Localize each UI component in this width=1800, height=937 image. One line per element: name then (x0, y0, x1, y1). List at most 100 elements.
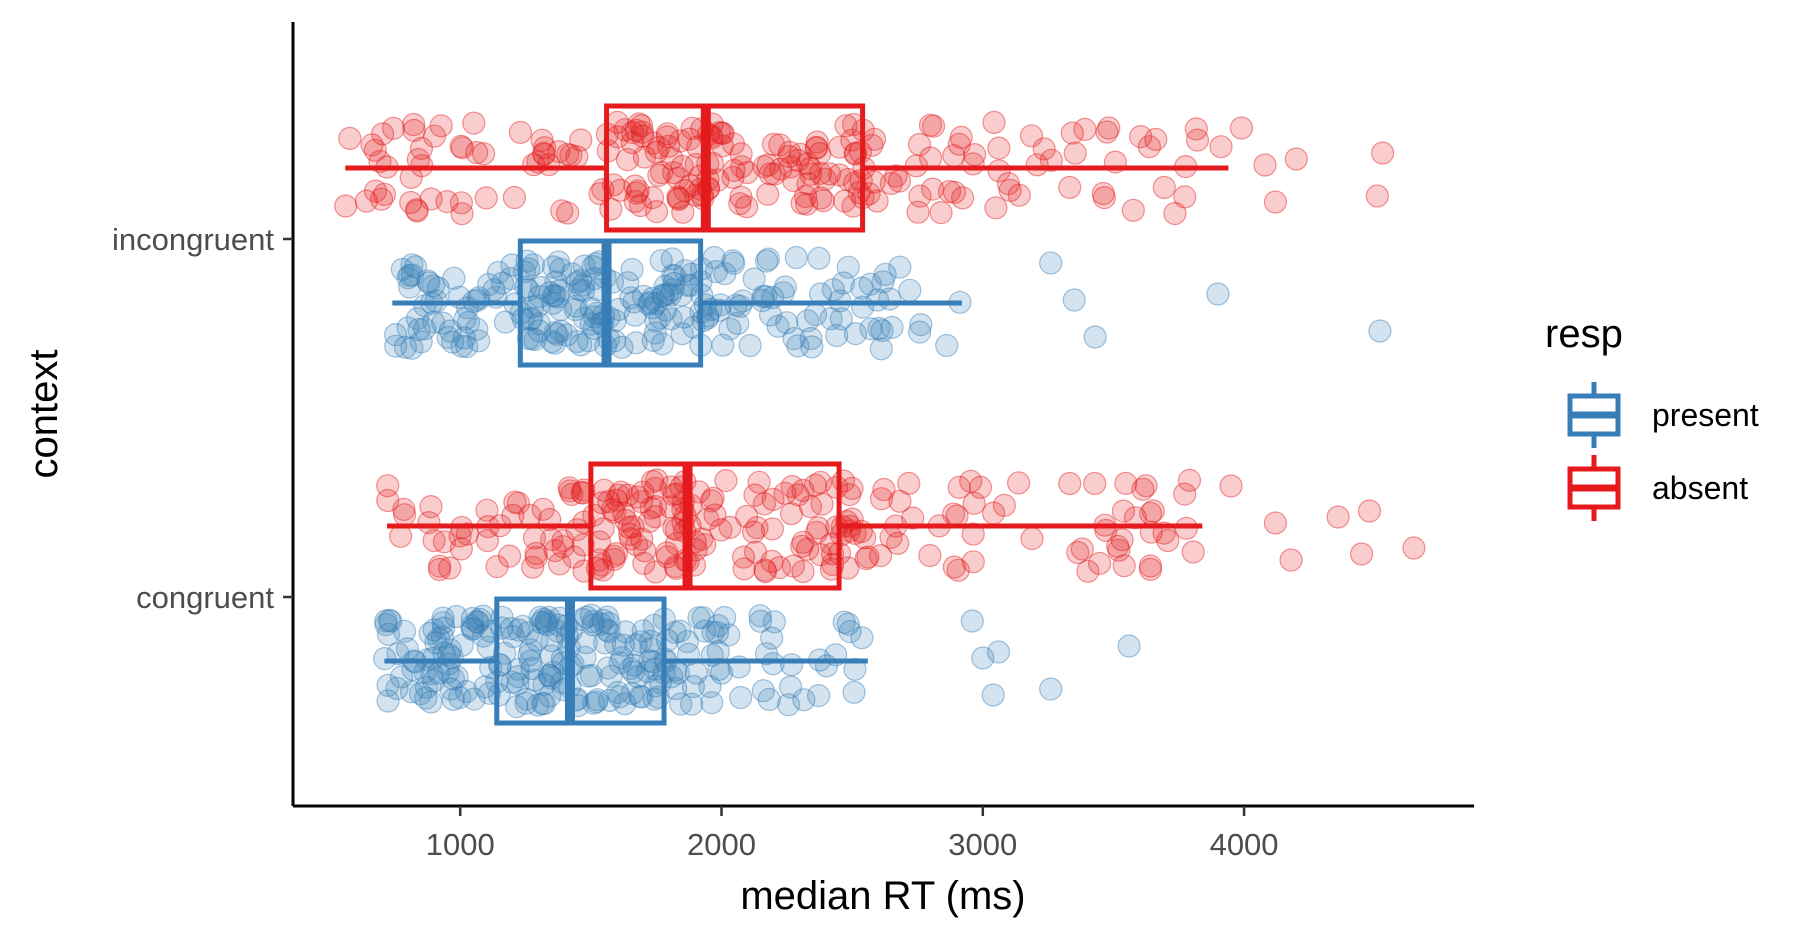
jitter-point-present (650, 283, 675, 307)
jitter-point-absent (701, 486, 725, 510)
jitter-point-present (427, 627, 451, 651)
legend-title: resp (1545, 312, 1623, 356)
jitter-point-present (619, 286, 643, 310)
jitter-point-present (631, 284, 656, 308)
jitter-point-absent (608, 178, 632, 202)
jitter-point-present (390, 257, 414, 281)
jitter-point-present (546, 250, 571, 274)
jitter-point-present (762, 610, 787, 634)
jitter-point-absent (655, 125, 679, 149)
outlier-point-absent (1365, 184, 1389, 208)
jitter-point-present (662, 271, 686, 295)
jitter-point-present (431, 606, 455, 630)
jitter-point-absent (768, 133, 792, 157)
jitter-point-absent (693, 532, 717, 557)
jitter-point-absent (659, 475, 683, 499)
jitter-point-present (377, 608, 401, 633)
jitter-point-absent (615, 148, 640, 172)
jitter-point-present (825, 323, 849, 348)
jitter-point-absent (506, 491, 531, 515)
jitter-point-present (448, 685, 472, 710)
jitter-point-absent (532, 141, 556, 165)
jitter-point-present (462, 687, 486, 711)
jitter-point-absent (872, 477, 896, 502)
jitter-point-present (400, 253, 424, 277)
jitter-point-absent (703, 503, 727, 527)
jitter-point-present (814, 654, 839, 678)
jitter-point-absent (632, 145, 657, 169)
jitter-point-absent (614, 508, 638, 533)
jitter-point-absent (806, 516, 830, 540)
jitter-point-absent (1083, 471, 1107, 496)
box-iqr (588, 461, 842, 591)
jitter-point-present (540, 629, 564, 653)
jitter-point-absent (655, 122, 680, 146)
jitter-point-present (543, 331, 567, 355)
outlier-point-present (1062, 288, 1086, 312)
jitter-point-present (424, 631, 448, 655)
jitter-point-absent (1007, 183, 1031, 207)
jitter-point-absent (1184, 117, 1208, 141)
jitter-point-absent (808, 161, 833, 185)
jitter-point-absent (671, 200, 695, 224)
legend-label: absent (1652, 470, 1748, 506)
jitter-point-absent (786, 148, 810, 172)
jitter-point-present (631, 619, 655, 643)
jitter-point-present (871, 270, 895, 294)
jitter-point-present (442, 266, 466, 290)
jitter-point-present (543, 283, 567, 308)
jitter-point-present (638, 649, 662, 673)
jitter-point-present (898, 278, 922, 302)
jitter-point-present (640, 286, 665, 311)
jitter-point-present (555, 323, 579, 347)
jitter-point-present (880, 315, 904, 339)
jitter-point-present (455, 335, 479, 359)
jitter-point-absent (640, 186, 665, 210)
jitter-point-present (396, 266, 420, 290)
jitter-point-absent (805, 130, 829, 154)
jitter-point-absent (961, 550, 985, 574)
jitter-point-present (698, 674, 722, 699)
jitter-point-present (500, 670, 524, 694)
jitter-point-present (436, 325, 460, 349)
jitter-point-absent (798, 156, 822, 181)
jitter-point-present (850, 295, 875, 319)
jitter-point-present (419, 690, 443, 714)
jitter-point-present (597, 619, 621, 644)
jitter-point-present (718, 317, 742, 341)
jitter-point-absent (381, 116, 406, 140)
jitter-point-present (515, 687, 539, 711)
jitter-point-present (748, 604, 772, 628)
jitter-point-absent (781, 554, 806, 578)
jitter-point-absent (660, 146, 684, 170)
jitter-point-absent (389, 524, 413, 548)
jitter-point-present (486, 260, 511, 284)
jitter-point-present (507, 618, 531, 642)
jitter-point-present (525, 628, 549, 652)
jitter-point-present (421, 646, 445, 670)
jitter-point-absent (1095, 120, 1119, 144)
jitter-point-present (626, 665, 650, 689)
jitter-point-absent (798, 495, 823, 519)
jitter-point-absent (1209, 135, 1233, 159)
jitter-point-absent (753, 558, 777, 582)
jitter-point-present (401, 657, 425, 682)
jitter-point-present (511, 307, 535, 331)
jitter-point-absent (419, 187, 443, 211)
jitter-point-present (568, 268, 593, 292)
jitter-point-absent (1185, 128, 1210, 152)
jitter-point-present (604, 632, 628, 656)
jitter-point-present (538, 664, 562, 688)
jitter-point-present (545, 322, 569, 346)
jitter-point-present (870, 319, 894, 343)
jitter-point-absent (639, 496, 663, 520)
jitter-point-absent (399, 190, 423, 215)
jitter-point-present (441, 667, 465, 691)
jitter-point-absent (627, 112, 651, 136)
jitter-point-present (672, 305, 696, 329)
jitter-point-present (565, 270, 589, 295)
jitter-point-absent (402, 118, 426, 142)
jitter-point-present (560, 262, 584, 286)
jitter-point-absent (735, 160, 759, 185)
jitter-point-present (614, 620, 638, 644)
